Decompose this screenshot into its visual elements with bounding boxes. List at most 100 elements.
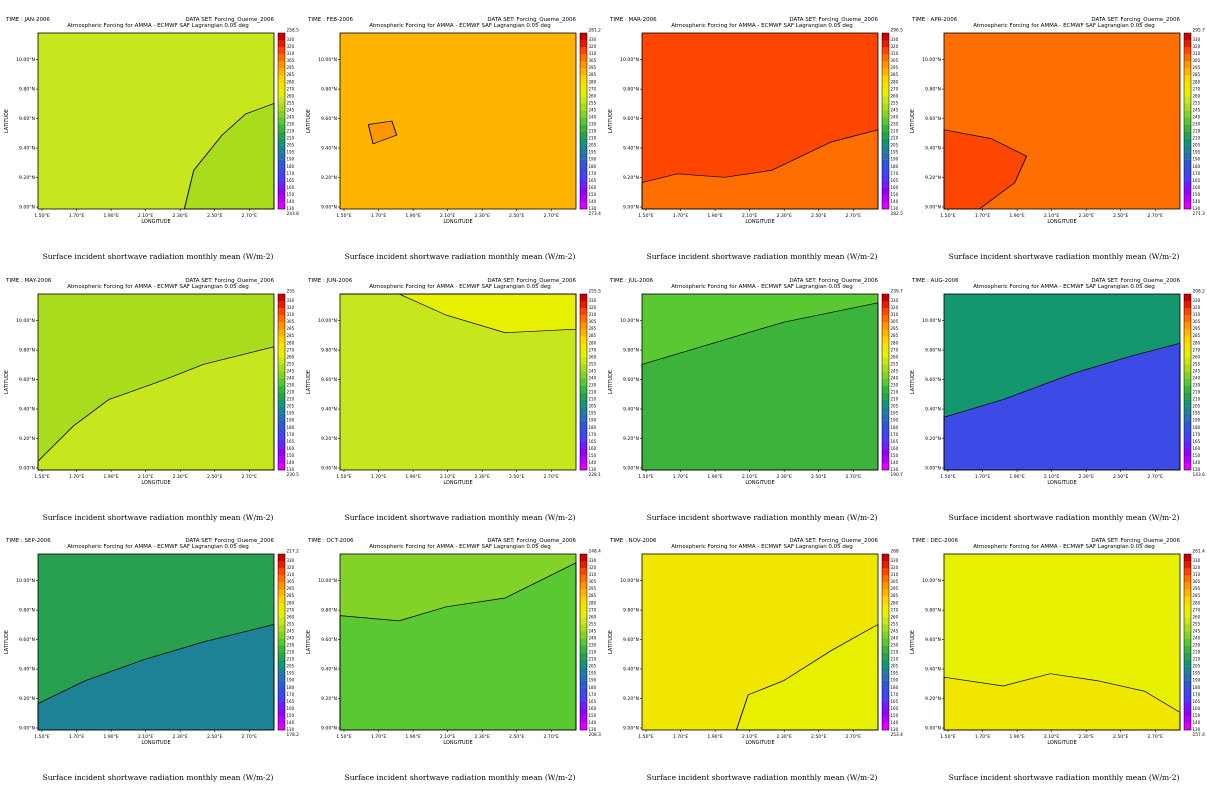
colorbar-segment [580, 638, 587, 646]
colorbar-label: 130 [589, 727, 597, 732]
colorbar-label: 180 [287, 685, 295, 690]
colorbar-segment [580, 673, 587, 681]
colorbar-segment [278, 350, 285, 358]
colorbar-segment [1184, 596, 1191, 604]
colorbar-label: 240 [287, 635, 295, 640]
x-tick-label: 1.50°E [940, 474, 956, 480]
colorbar-label: 280 [1193, 79, 1201, 84]
colorbar-label: 310 [891, 51, 899, 56]
colorbar-segment [882, 582, 889, 590]
x-tick-label: 2.10°E [1044, 474, 1060, 480]
colorbar-segment [882, 364, 889, 372]
colorbar-segment [278, 201, 285, 210]
colorbar-segment [882, 441, 889, 450]
colorbar-label: 270 [589, 86, 597, 91]
x-tick-label: 1.70°E [673, 213, 689, 219]
plot-frame [37, 553, 275, 731]
colorbar-segment [278, 371, 285, 379]
colorbar-label: 320 [589, 565, 597, 570]
panel-caption: Surface incident shortwave radiation mon… [344, 252, 576, 261]
colorbar-segment [580, 82, 587, 90]
colorbar-label: 165 [891, 178, 899, 183]
colorbar-segment [1184, 610, 1191, 618]
colorbar-segment [580, 96, 587, 104]
colorbar-segment [1184, 399, 1191, 407]
y-axis-label: LATITUDE [306, 370, 312, 394]
colorbar-segment [882, 201, 889, 210]
y-tick-label: 10.00°N [922, 578, 941, 584]
colorbar-label: 160 [1193, 446, 1201, 451]
colorbar-segment [580, 378, 587, 386]
colorbar-label: 165 [287, 699, 295, 704]
panel-time: TIME : AUG-2006 [912, 278, 959, 284]
colorbar-segment [580, 33, 587, 41]
panel-caption: Surface incident shortwave radiation mon… [344, 773, 576, 782]
colorbar-segment [882, 350, 889, 358]
colorbar-label: 180 [287, 164, 295, 169]
colorbar-segment [278, 40, 285, 48]
colorbar-label: 170 [589, 692, 597, 697]
colorbar-segment [278, 187, 285, 196]
x-tick-label: 2.70°E [242, 213, 258, 219]
x-tick-label: 1.70°E [371, 734, 387, 740]
colorbar-label: 210 [891, 397, 899, 402]
colorbar-label: 219 [891, 650, 899, 655]
colorbar-label: 305 [1193, 579, 1201, 584]
x-tick-label: 2.10°E [440, 474, 456, 480]
colorbar-segment [580, 554, 587, 562]
colorbar-segment [278, 673, 285, 681]
colorbar-label: 280 [891, 600, 899, 605]
colorbar-segment [882, 152, 889, 160]
colorbar-label: 195 [1193, 150, 1201, 155]
colorbar-segment [1184, 673, 1191, 681]
y-tick-label: 9.20°N [925, 436, 941, 442]
colorbar-segment [1184, 194, 1191, 203]
y-tick-label: 9.80°N [19, 87, 35, 93]
colorbar-label: 240 [891, 375, 899, 380]
colorbar-label: 270 [1193, 347, 1201, 352]
map-plot: 1.50°E 1.70°E 1.90°E 2.10°E 2.30°E 2.50°E 2.70… [910, 28, 1205, 226]
colorbar-label: 205 [589, 664, 597, 669]
y-tick-label: 9.40°N [321, 146, 337, 152]
colorbar-label: 310 [287, 51, 295, 56]
y-tick-label: 10.00°N [318, 57, 337, 63]
x-tick-label: 1.50°E [638, 213, 654, 219]
map-plot: 1.50°E 1.70°E 1.90°E 2.10°E 2.30°E 2.50°E 2.70… [608, 289, 903, 487]
colorbar-label: 255 [589, 621, 597, 626]
colorbar-label: 245 [891, 628, 899, 633]
y-tick-label: 9.20°N [19, 696, 35, 702]
colorbar-label: 280 [891, 340, 899, 345]
colorbar-label: 190 [891, 418, 899, 423]
colorbar-label: 210 [1193, 397, 1201, 402]
colorbar-segment [1184, 420, 1191, 428]
colorbar-segment [580, 159, 587, 167]
colorbar-segment [1184, 406, 1191, 414]
colorbar-segment [1184, 343, 1191, 351]
colorbar-label: 170 [1193, 171, 1201, 176]
plot-frame [339, 293, 577, 471]
y-tick-label: 9.60°N [623, 116, 639, 122]
colorbar-segment [1184, 687, 1191, 695]
colorbar-label: 310 [891, 312, 899, 317]
colorbar-label: 190 [589, 678, 597, 683]
map-panel: TIME : SEP-2006 DATA SET: Forcing_Oueme_2… [0, 535, 300, 794]
colorbar-segment [1184, 294, 1191, 302]
x-tick-label: 1.70°E [371, 213, 387, 219]
colorbar-segment [882, 294, 889, 302]
colorbar-label: 295 [287, 326, 295, 331]
y-axis-label: LATITUDE [306, 630, 312, 654]
colorbar-label: 219 [1193, 650, 1201, 655]
x-tick-label: 2.30°E [172, 734, 188, 740]
colorbar-label: 150 [1193, 192, 1201, 197]
colorbar-segment [580, 708, 587, 717]
y-tick-label: 9.80°N [623, 348, 639, 354]
plot-frame [37, 293, 275, 471]
x-tick-label: 1.50°E [638, 734, 654, 740]
colorbar-label: 130 [287, 206, 295, 211]
colorbar-label: 210 [287, 397, 295, 402]
map-panel: TIME : AUG-2006 DATA SET: Forcing_Oueme_2… [906, 275, 1206, 534]
colorbar-segment [580, 343, 587, 351]
map-plot: 1.50°E 1.70°E 1.90°E 2.10°E 2.30°E 2.50°E 2.70… [608, 28, 903, 226]
colorbar-label: 205 [1193, 404, 1201, 409]
colorbar-segment [882, 603, 889, 611]
